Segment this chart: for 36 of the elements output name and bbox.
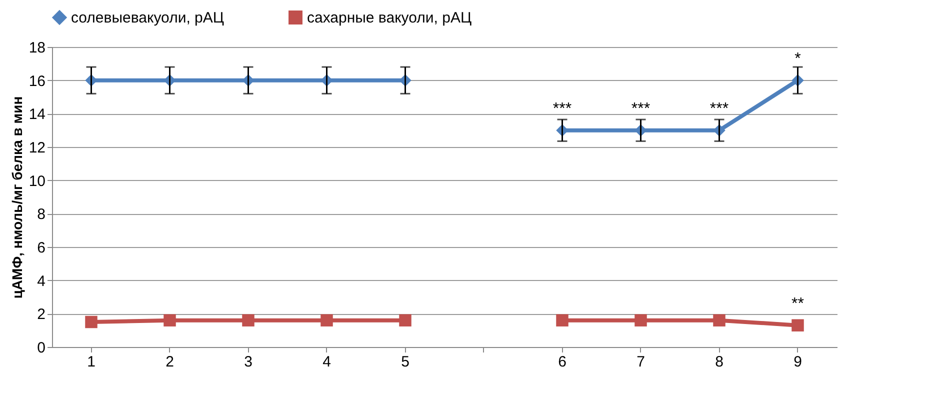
y-tick-label: 4 (37, 272, 46, 290)
x-tick-label: 1 (87, 354, 96, 370)
y-tick-label: 10 (28, 172, 46, 190)
y-tick-label: 14 (28, 106, 46, 124)
y-tick-label: 8 (37, 206, 46, 224)
x-tick-label: 7 (636, 354, 645, 370)
x-tick-label: 6 (558, 354, 566, 370)
point (556, 314, 568, 326)
point (242, 314, 254, 326)
y-tick-label: 2 (37, 306, 46, 324)
y-tick-label: 0 (37, 340, 46, 356)
point (792, 319, 804, 332)
x-tick-label: 5 (401, 354, 410, 370)
x-tick-label: 8 (715, 354, 724, 370)
y-tick-label: 16 (28, 72, 46, 90)
point (713, 314, 726, 326)
legend-label: сахарные вакуоли, рАЦ (307, 10, 472, 27)
annotation: *** (710, 100, 729, 118)
y-tick-label: 18 (28, 40, 46, 56)
point (320, 314, 333, 326)
point (399, 314, 412, 326)
y-tick-label: 6 (37, 240, 46, 256)
point (164, 314, 176, 326)
annotation: *** (631, 100, 650, 118)
x-tick-label: 4 (322, 354, 331, 370)
legend-label: солевыевакуоли, рАЦ (71, 10, 224, 27)
x-tick-label: 3 (244, 354, 252, 370)
x-tick-label: 2 (166, 354, 174, 370)
annotation: ** (792, 295, 804, 312)
annotation: * (794, 50, 801, 68)
point (634, 314, 647, 326)
point (85, 316, 98, 328)
y-tick-label: 12 (28, 140, 46, 156)
x-tick-label: 9 (794, 354, 802, 370)
y-axis-title: цАМФ, нмоль/мг белка в мин (8, 96, 25, 299)
annotation: *** (552, 100, 572, 118)
